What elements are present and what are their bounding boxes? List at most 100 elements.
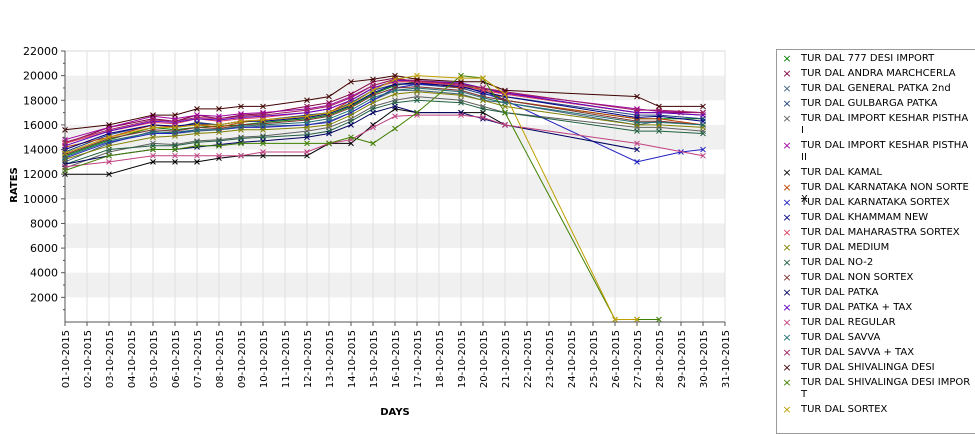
legend-label: TUR DAL MAHARASTRA SORTEX <box>801 227 960 238</box>
data-point <box>150 152 156 159</box>
legend-marker-icon: × <box>782 67 792 80</box>
legend-marker-icon: × <box>782 361 792 374</box>
data-point <box>348 78 354 85</box>
legend-marker-icon: × <box>782 376 792 389</box>
data-point <box>370 76 376 83</box>
data-point <box>348 122 354 128</box>
data-point <box>700 146 706 153</box>
data-point <box>260 122 266 128</box>
data-point <box>194 106 200 112</box>
x-tick-label: 05-10-2015 <box>149 330 160 388</box>
data-point <box>700 122 706 128</box>
legend-label: TUR DAL SORTEX <box>801 404 888 415</box>
x-tick-label: 07-10-2015 <box>193 330 204 388</box>
data-point <box>238 113 244 120</box>
data-point <box>326 93 332 100</box>
legend-label: TUR DAL NON SORTEX <box>801 272 914 283</box>
data-point <box>304 122 310 128</box>
x-tick-label: 11-10-2015 <box>281 330 292 388</box>
data-point <box>150 124 156 131</box>
data-point <box>194 124 200 131</box>
data-point <box>502 109 508 116</box>
x-tick-label: 10-10-2015 <box>259 330 270 388</box>
data-point <box>304 113 310 120</box>
data-point <box>260 138 266 144</box>
x-tick-label: 02-10-2015 <box>83 330 94 388</box>
data-point <box>304 140 310 147</box>
data-point <box>414 72 420 79</box>
x-tick-label: 31-10-2015 <box>721 330 732 388</box>
data-point <box>106 134 112 141</box>
series-line <box>64 87 704 158</box>
data-point <box>238 103 244 110</box>
data-point <box>612 316 618 323</box>
x-tick-label: 15-10-2015 <box>369 330 380 388</box>
data-point <box>304 107 310 113</box>
data-point <box>656 316 662 323</box>
y-tick-label: 4000 <box>30 267 58 280</box>
x-tick-label: 17-10-2015 <box>413 330 424 388</box>
data-point <box>260 103 266 110</box>
data-point <box>260 140 266 147</box>
series-line <box>64 86 704 155</box>
legend-label: TUR DAL 777 DESI IMPORT <box>801 53 935 64</box>
legend-label: TUR DAL PATKA <box>801 287 879 298</box>
data-point <box>634 159 640 165</box>
data-point <box>392 113 398 120</box>
vertical-gridlines <box>64 51 726 322</box>
data-point <box>326 130 332 137</box>
data-point <box>634 146 640 153</box>
data-point <box>326 140 332 147</box>
data-point <box>480 75 486 81</box>
y-tick-label: 14000 <box>23 144 58 157</box>
data-point <box>414 109 420 116</box>
series-line <box>64 99 704 165</box>
legend-label: TUR DAL KARNATAKA NON SORTEX <box>801 182 969 205</box>
x-tick-label: 09-10-2015 <box>237 330 248 388</box>
data-point <box>194 152 200 159</box>
legend-marker-icon: × <box>782 181 792 194</box>
y-tick-label: 22000 <box>23 45 58 58</box>
data-point <box>326 115 332 122</box>
data-point <box>304 97 310 104</box>
data-point <box>304 124 310 131</box>
data-point <box>106 146 112 153</box>
data-point <box>414 85 420 91</box>
y-tick-label: 10000 <box>23 193 58 206</box>
data-point <box>370 87 376 94</box>
legend-label: TUR DAL KAMAL <box>801 167 882 178</box>
x-tick-label: 01-10-2015 <box>61 330 72 388</box>
data-point <box>370 99 376 106</box>
data-point <box>216 142 222 149</box>
legend-marker-icon: × <box>782 316 792 329</box>
legend-label: TUR DAL ANDRA MARCHCERLA <box>801 68 956 79</box>
data-point <box>194 126 200 133</box>
data-point <box>238 152 244 159</box>
data-point <box>238 123 244 129</box>
data-point <box>216 152 222 159</box>
legend-marker-icon: × <box>782 271 792 284</box>
data-point <box>260 126 266 133</box>
data-point <box>216 106 222 112</box>
data-point <box>392 87 398 94</box>
series-line <box>64 75 703 131</box>
legend: × TUR DAL 777 DESI IMPORT × TUR DAL ANDRA M… <box>776 49 975 434</box>
data-point <box>260 112 266 118</box>
legend-marker-icon: × <box>782 196 792 209</box>
x-tick-label: 21-10-2015 <box>501 330 512 388</box>
data-point <box>238 118 244 125</box>
x-tick-label: 18-10-2015 <box>435 330 446 388</box>
data-point <box>172 112 178 118</box>
x-tick-label: 04-10-2015 <box>127 330 138 388</box>
legend-marker-icon: × <box>782 286 792 299</box>
x-tick-label: 26-10-2015 <box>611 330 622 388</box>
x-tick-label: 30-10-2015 <box>699 330 710 388</box>
data-point <box>370 94 376 101</box>
data-point <box>480 85 486 91</box>
legend-marker-icon: × <box>782 139 792 152</box>
data-point <box>106 122 112 128</box>
legend-marker-icon: × <box>782 256 792 269</box>
data-point <box>150 117 156 123</box>
data-point <box>634 316 640 323</box>
